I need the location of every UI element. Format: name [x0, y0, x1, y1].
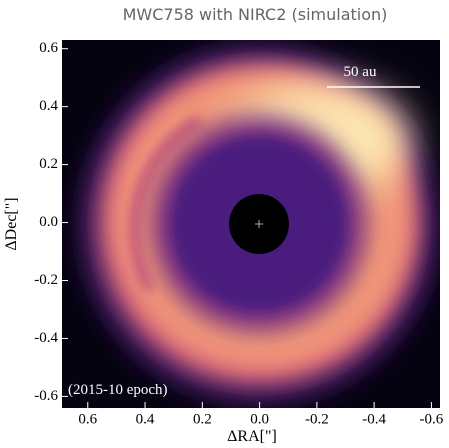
- x-tick-label: 0.4: [136, 411, 155, 427]
- y-tick-label: -0.4: [34, 330, 58, 346]
- y-tick-label: 0.0: [39, 214, 58, 230]
- x-axis-label: ΔRA["]: [227, 428, 277, 445]
- chart-title: MWC758 with NIRC2 (simulation): [123, 5, 388, 24]
- y-tick-label: 0.6: [39, 40, 58, 56]
- y-tick-label: 0.4: [39, 98, 58, 114]
- scale-label: 50 au: [344, 64, 377, 80]
- y-axis-label: ΔDec["]: [3, 197, 20, 250]
- x-tick-label: 0.2: [193, 411, 212, 427]
- epoch-label: (2015-10 epoch): [68, 382, 168, 398]
- x-tick-label: -0.6: [420, 411, 444, 427]
- y-tick-label: 0.2: [39, 156, 58, 172]
- x-tick-label: -0.2: [305, 411, 329, 427]
- y-tick-label: -0.2: [34, 272, 58, 288]
- disk-image: [62, 40, 440, 408]
- y-tick-label: -0.6: [34, 388, 58, 404]
- x-tick-label: 0.0: [250, 411, 269, 427]
- x-tick-label: -0.4: [362, 411, 386, 427]
- x-tick-label: 0.6: [78, 411, 97, 427]
